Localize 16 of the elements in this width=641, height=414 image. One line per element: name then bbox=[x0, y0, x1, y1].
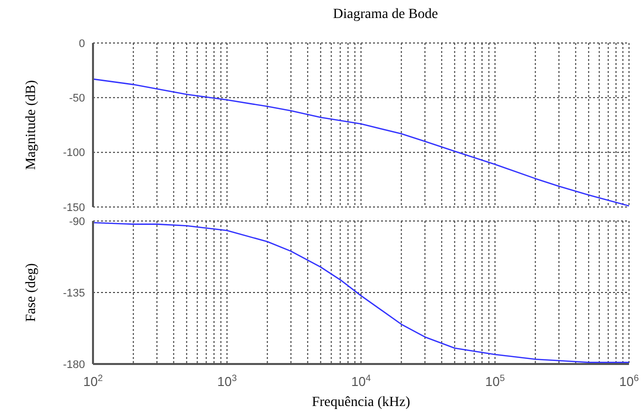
x-tick-label: 10$^{2}$ bbox=[83, 373, 103, 389]
chart-title: Diagrama de Bode bbox=[332, 6, 439, 24]
x-tick-label: 10$^{5}$ bbox=[485, 373, 505, 389]
y-tick-label: -50 bbox=[69, 92, 85, 105]
y-tick-label: -90 bbox=[69, 216, 85, 228]
x-tick-label: 10$^{4}$ bbox=[351, 373, 371, 389]
y-tick-label: -100 bbox=[62, 147, 85, 160]
y-tick-label: 0 bbox=[78, 38, 85, 50]
x-tick-label: 10$^{3}$ bbox=[217, 373, 237, 389]
y-axis-title: Fase (deg) bbox=[24, 262, 39, 322]
y-tick-label: -135 bbox=[62, 287, 85, 300]
y-axis-title: Magnitude (dB) bbox=[24, 80, 39, 170]
y-tick-label: -180 bbox=[62, 358, 85, 371]
x-tick-label: 10$^{6}$ bbox=[619, 373, 639, 389]
x-axis-title: Frequência (kHz) bbox=[312, 395, 411, 410]
y-tick-label: -150 bbox=[62, 202, 85, 214]
